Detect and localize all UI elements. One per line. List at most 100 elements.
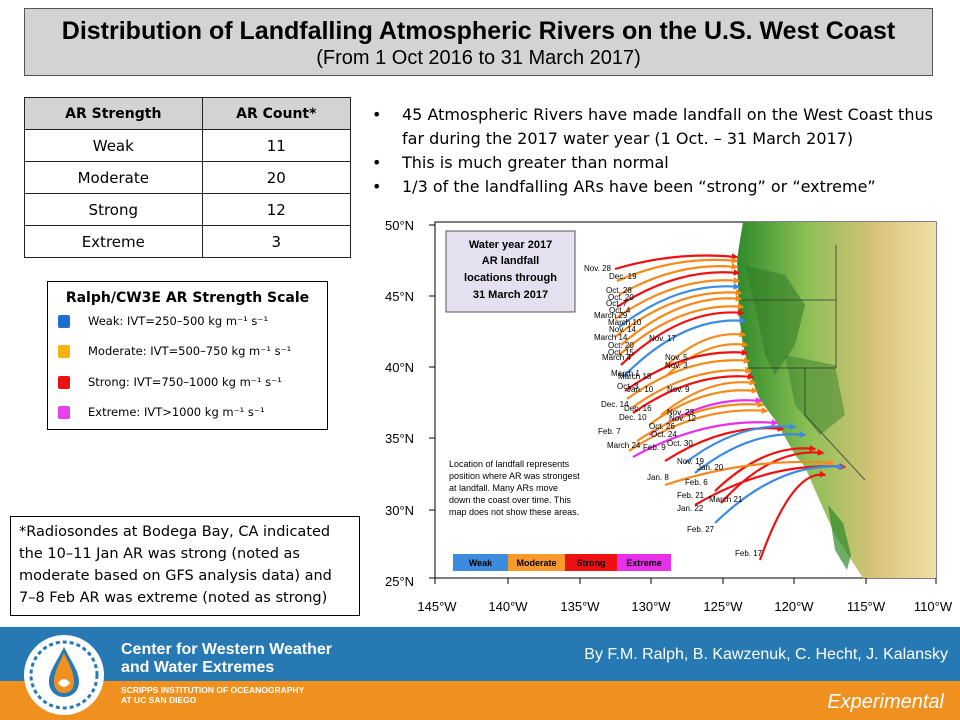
ar-arrow bbox=[620, 309, 745, 366]
state-borders bbox=[739, 245, 866, 481]
map-legend: Weak Moderate Strong Extreme bbox=[453, 554, 671, 571]
lon-label: 115°W bbox=[847, 599, 886, 614]
date-label: March 4 bbox=[602, 353, 631, 362]
lat-label: 40°N bbox=[385, 360, 414, 375]
date-label: Feb. 7 bbox=[598, 427, 621, 436]
ar-arrow bbox=[664, 340, 749, 378]
table-row: Extreme 3 bbox=[24, 225, 352, 258]
ar-arrow bbox=[648, 387, 759, 426]
table-cell-strength: Strong bbox=[24, 193, 203, 226]
date-label: Nov. 23 bbox=[667, 408, 695, 417]
date-label: Nov. 9 bbox=[667, 385, 690, 394]
lon-label: 125°W bbox=[703, 599, 743, 614]
column-header-strength: AR Strength bbox=[24, 97, 203, 130]
lon-label: 130°W bbox=[631, 599, 671, 614]
date-label: March 10 bbox=[608, 318, 642, 327]
cascade-range bbox=[745, 265, 805, 375]
strong-swatch bbox=[58, 375, 70, 389]
table-cell-count: 11 bbox=[201, 129, 352, 162]
ar-arrow bbox=[618, 283, 741, 328]
lat-label: 50°N bbox=[385, 218, 414, 233]
org-affiliation-line2: AT UC SAN DIEGO bbox=[121, 695, 197, 705]
ar-arrow bbox=[628, 407, 769, 452]
ar-arrow bbox=[626, 357, 751, 400]
date-label: Feb. 27 bbox=[687, 525, 715, 534]
page-title: Distribution of Landfalling Atmospheric … bbox=[61, 17, 896, 45]
table-cell-strength: Extreme bbox=[24, 225, 203, 258]
ar-arrow bbox=[624, 349, 749, 392]
ar-arrow bbox=[758, 470, 827, 561]
table-row: Weak 11 bbox=[24, 129, 352, 162]
inset-title-line: AR landfall bbox=[482, 255, 539, 267]
ar-arrow bbox=[694, 431, 807, 474]
ar-arrow bbox=[614, 277, 741, 320]
ar-arrow bbox=[632, 373, 755, 414]
scale-item-weak: Weak: IVT=250–500 kg m⁻¹ s⁻¹ bbox=[58, 314, 268, 328]
date-label: Jan. 8 bbox=[647, 473, 669, 482]
table-header-row: AR Strength AR Count* bbox=[24, 97, 352, 130]
ar-arrow bbox=[714, 463, 845, 524]
date-label: Nov. 12 bbox=[669, 414, 697, 423]
legend-swatch-extreme bbox=[617, 554, 671, 571]
map-caption-line: down the coast over time. This bbox=[449, 495, 571, 505]
page-subtitle: (From 1 Oct 2016 to 31 March 2017) bbox=[316, 47, 641, 69]
date-label: March 1 bbox=[611, 369, 640, 378]
experimental-label: Experimental bbox=[827, 691, 944, 713]
legend-label-moderate: Moderate bbox=[516, 558, 556, 568]
lat-label: 30°N bbox=[385, 503, 414, 518]
ar-arrow bbox=[618, 263, 739, 296]
date-label: Nov. 17 bbox=[649, 334, 677, 343]
table-cell-count: 12 bbox=[201, 193, 352, 226]
ar-arrow bbox=[616, 257, 739, 283]
org-name-line1: Center for Western Weather bbox=[121, 641, 333, 658]
date-label: Jan. 20 bbox=[697, 463, 724, 472]
lon-label: 145°W bbox=[417, 599, 457, 614]
date-label: Dec. 10 bbox=[619, 413, 647, 422]
org-affiliation: SCRIPPS INSTITUTION OF OCEANOGRAPHY AT U… bbox=[121, 685, 304, 705]
table-row: Strong 12 bbox=[24, 193, 352, 226]
title-banner: Distribution of Landfalling Atmospheric … bbox=[24, 8, 933, 76]
table-cell-count: 20 bbox=[201, 161, 352, 194]
date-label: March 18 bbox=[618, 372, 652, 381]
map-caption-line: Location of landfall represents bbox=[449, 459, 570, 469]
scale-item-strong: Strong: IVT=750–1000 kg m⁻¹ s⁻¹ bbox=[58, 375, 282, 389]
date-label: Jan. 10 bbox=[627, 385, 654, 394]
ar-landfall-map: Water year 2017 AR landfall locations th… bbox=[365, 205, 960, 625]
date-label: March 24 bbox=[607, 441, 641, 450]
date-label: March 21 bbox=[709, 495, 743, 504]
date-label: Oct. 30 bbox=[667, 439, 693, 448]
date-label: Jan. 22 bbox=[677, 504, 704, 513]
extreme-swatch bbox=[58, 405, 70, 419]
date-label: Nov. 28 bbox=[584, 264, 612, 273]
lat-label: 45°N bbox=[385, 289, 414, 304]
date-label: Dec. 16 bbox=[624, 404, 652, 413]
table-cell-strength: Weak bbox=[24, 129, 203, 162]
scale-title: Ralph/CW3E AR Strength Scale bbox=[65, 290, 310, 306]
ar-arrow bbox=[664, 330, 747, 368]
footer: Center for Western Weather and Water Ext… bbox=[0, 627, 960, 720]
legend-label-weak: Weak bbox=[469, 558, 493, 568]
scale-label: Moderate: IVT=500–750 kg m⁻¹ s⁻¹ bbox=[88, 344, 292, 358]
ar-arrow bbox=[636, 401, 765, 442]
cw3e-logo-icon bbox=[24, 635, 104, 715]
date-label: Oct. 7 bbox=[606, 299, 628, 308]
legend-swatch-strong bbox=[565, 554, 617, 571]
axis-ticks bbox=[429, 224, 937, 584]
inset-title-line: 31 March 2017 bbox=[473, 289, 548, 301]
table-cell-strength: Moderate bbox=[24, 161, 203, 194]
legend-swatch-moderate bbox=[508, 554, 565, 571]
map-caption-line: position where AR was strongest bbox=[449, 471, 580, 481]
date-label: Oct. 20 bbox=[608, 293, 634, 302]
bullet-item: 45 Atmospheric Rivers have made landfall… bbox=[372, 103, 937, 151]
ar-arrow bbox=[660, 379, 757, 416]
date-label: March 14 bbox=[594, 333, 628, 342]
date-label: Dec. 14 bbox=[601, 400, 629, 409]
date-label: Dec. 19 bbox=[609, 272, 637, 281]
scale-label: Strong: IVT=750–1000 kg m⁻¹ s⁻¹ bbox=[88, 375, 282, 389]
ar-arrows bbox=[614, 253, 847, 561]
ar-arrow bbox=[614, 253, 739, 271]
date-label: Nov. 19 bbox=[677, 457, 705, 466]
bullet-item: This is much greater than normal bbox=[372, 151, 937, 175]
ar-arrow bbox=[632, 367, 753, 408]
